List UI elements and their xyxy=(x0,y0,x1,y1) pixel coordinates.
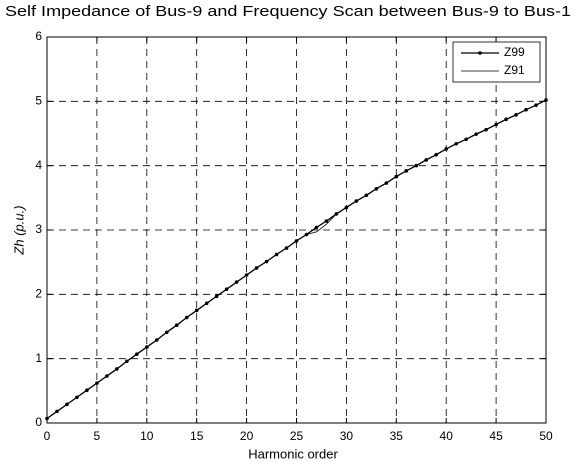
series-line xyxy=(46,99,547,419)
point-marker xyxy=(544,98,548,102)
legend-label: Z91 xyxy=(504,63,525,77)
y-tick-label: 2 xyxy=(35,287,42,301)
x-tick-label: 10 xyxy=(140,429,154,443)
y-tick-label: 3 xyxy=(35,222,42,236)
y-tick-label: 5 xyxy=(35,94,42,108)
x-axis-label: Harmonic order xyxy=(248,446,338,461)
y-axis-label: Zh (p.u.) xyxy=(11,205,26,255)
legend-label: Z99 xyxy=(504,45,525,59)
y-tick-label: 1 xyxy=(35,351,42,365)
x-tick-label: 15 xyxy=(190,429,204,443)
x-tick-label: 30 xyxy=(340,429,354,443)
x-tick-label: 25 xyxy=(290,429,304,443)
y-tick-label: 4 xyxy=(35,158,42,172)
x-tick-label: 50 xyxy=(539,429,553,443)
chart-title: Self Impedance of Bus-9 and Frequency Sc… xyxy=(5,4,571,20)
x-tick-label: 35 xyxy=(390,429,404,443)
point-marker xyxy=(314,225,319,230)
x-tick-label: 40 xyxy=(440,429,454,443)
point-marker xyxy=(324,219,329,223)
x-tick-label: 20 xyxy=(240,429,254,443)
plot-frame xyxy=(46,36,547,424)
x-tick-label: 0 xyxy=(44,429,51,443)
x-tick-label: 45 xyxy=(489,429,503,443)
y-tick-label: 6 xyxy=(35,29,42,43)
legend-marker xyxy=(478,51,482,55)
x-tick-label: 5 xyxy=(94,429,101,443)
y-tick-label: 0 xyxy=(35,415,42,429)
legend-box xyxy=(452,41,541,83)
